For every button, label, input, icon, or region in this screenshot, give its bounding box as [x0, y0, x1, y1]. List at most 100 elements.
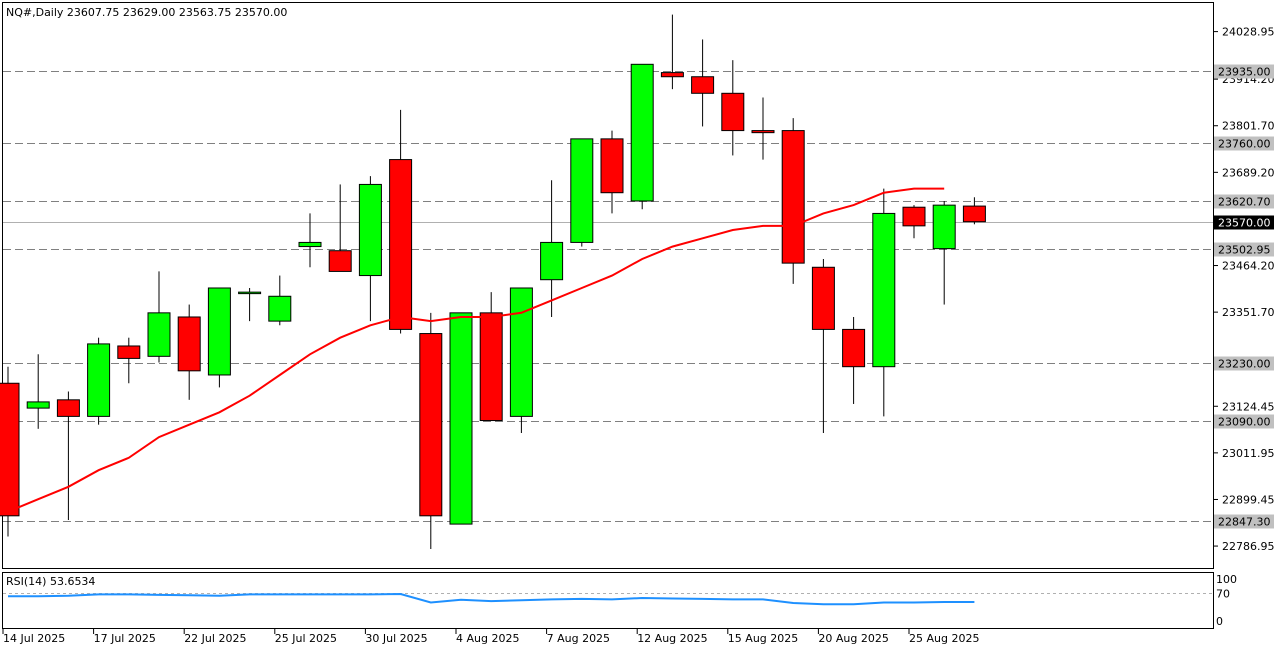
candle-body-bear [328, 250, 352, 272]
moving-average-line [7, 187, 945, 513]
level-tag: 22847.30 [1214, 514, 1274, 529]
date-tick-label: 22 Jul 2025 [184, 632, 246, 645]
candle-body-bear [811, 266, 835, 330]
level-tag-label: 23090.00 [1218, 416, 1271, 429]
candle-body-bear [177, 316, 201, 372]
candle-body-bull [358, 183, 382, 277]
candle-body-bear [660, 72, 684, 78]
candles [0, 14, 986, 549]
level-tag-label: 23760.00 [1218, 138, 1271, 151]
symbol-header: NQ#,Daily 23607.75 23629.00 23563.75 235… [6, 6, 287, 19]
level-tag: 23230.00 [1214, 356, 1274, 371]
level-tag-label: 23230.00 [1218, 358, 1271, 371]
candle-body-bear [479, 312, 503, 422]
level-tags: 23935.00 23760.00 23620.70 23502.95 23230.00… [1214, 64, 1274, 529]
price-tick-label: 23464.20 [1222, 260, 1275, 273]
level-tag-label: 23935.00 [1218, 66, 1271, 79]
candle [358, 176, 382, 322]
candle [328, 184, 352, 272]
candle [268, 275, 292, 326]
candle-body-bear [419, 333, 443, 517]
date-tick-label: 7 Aug 2025 [547, 632, 610, 645]
candle-body-bear [962, 205, 986, 223]
rsi-line [8, 592, 975, 606]
candle-body-bear [902, 206, 926, 227]
candle-body-bull [26, 401, 50, 409]
candle [26, 354, 50, 429]
current-price-tag: 23570.00 [1214, 215, 1274, 230]
date-tick-label: 25 Aug 2025 [909, 632, 979, 645]
rsi-tick-label: 70 [1216, 588, 1230, 601]
candle-body-bull [932, 204, 956, 250]
candle-body-bear [0, 382, 20, 517]
candle [389, 109, 413, 334]
candle [691, 39, 715, 127]
main-pane-frame [2, 2, 1214, 569]
candle-body-bull [449, 312, 473, 525]
candle [660, 14, 684, 90]
price-tick-label: 24028.95 [1222, 26, 1275, 39]
candle [479, 292, 503, 422]
candle-body-bear [691, 76, 715, 94]
level-tag-label: 23620.70 [1218, 196, 1271, 209]
current-price-label: 23570.00 [1218, 217, 1271, 230]
candle [147, 271, 171, 363]
candle-body-bull [872, 212, 896, 368]
level-tag: 23502.95 [1214, 242, 1274, 257]
price-tick-label: 23351.70 [1222, 306, 1275, 319]
candle-body-bull [630, 63, 654, 202]
candle [540, 180, 564, 317]
date-tick-label: 30 Jul 2025 [365, 632, 427, 645]
price-axis: 24028.9523914.2023801.7023689.2023464.20… [1213, 26, 1275, 553]
candle [721, 60, 745, 156]
date-tick-label: 12 Aug 2025 [637, 632, 707, 645]
date-tick-label: 20 Aug 2025 [818, 632, 888, 645]
rsi-pane-frame [2, 572, 1214, 629]
candle-body-bull [570, 138, 594, 243]
candle-body-bear [600, 138, 624, 194]
rsi-tick-label: 0 [1216, 615, 1223, 628]
date-tick-label: 4 Aug 2025 [456, 632, 519, 645]
date-tick-label: 25 Jul 2025 [275, 632, 337, 645]
candle-body-bull [238, 291, 262, 295]
candle-body-bull [147, 312, 171, 357]
date-tick-label: 15 Aug 2025 [728, 632, 798, 645]
candle [962, 197, 986, 225]
candle [207, 287, 231, 388]
candle-body-bear [781, 130, 805, 264]
price-tick-label: 23689.20 [1222, 166, 1275, 179]
candle [177, 304, 201, 400]
rsi-axis: 100 70 0 [1216, 573, 1237, 628]
candle [449, 312, 473, 525]
price-tick-label: 22786.95 [1222, 540, 1275, 553]
candle [87, 337, 111, 425]
candle [600, 130, 624, 214]
candle-body-bear [117, 345, 141, 359]
candle-body-bull [87, 343, 111, 417]
price-tick-label: 23801.70 [1222, 120, 1275, 133]
date-axis: 14 Jul 2025 17 Jul 2025 22 Jul 2025 25 Jul … [2, 629, 979, 645]
level-tag: 23935.00 [1214, 64, 1274, 79]
date-tick-label: 14 Jul 2025 [3, 632, 65, 645]
candle [932, 200, 956, 305]
candle [842, 316, 866, 404]
candle [509, 287, 533, 433]
level-tag-label: 23502.95 [1218, 244, 1271, 257]
price-tick-label: 23124.45 [1222, 400, 1275, 413]
rsi-tick-label: 100 [1216, 573, 1237, 586]
candle [238, 287, 262, 322]
candle-body-bear [56, 399, 80, 417]
date-tick-label: 17 Jul 2025 [94, 632, 156, 645]
candle [419, 312, 443, 549]
candle-body-bear [751, 130, 775, 134]
level-tag: 23760.00 [1214, 136, 1274, 151]
candle-body-bull [207, 287, 231, 376]
level-tag: 23620.70 [1214, 194, 1274, 209]
rsi-header: RSI(14) 53.6534 [6, 575, 95, 588]
candle-body-bear [842, 328, 866, 368]
candle [630, 63, 654, 210]
candle [872, 188, 896, 417]
price-tick-label: 22899.45 [1222, 493, 1275, 506]
